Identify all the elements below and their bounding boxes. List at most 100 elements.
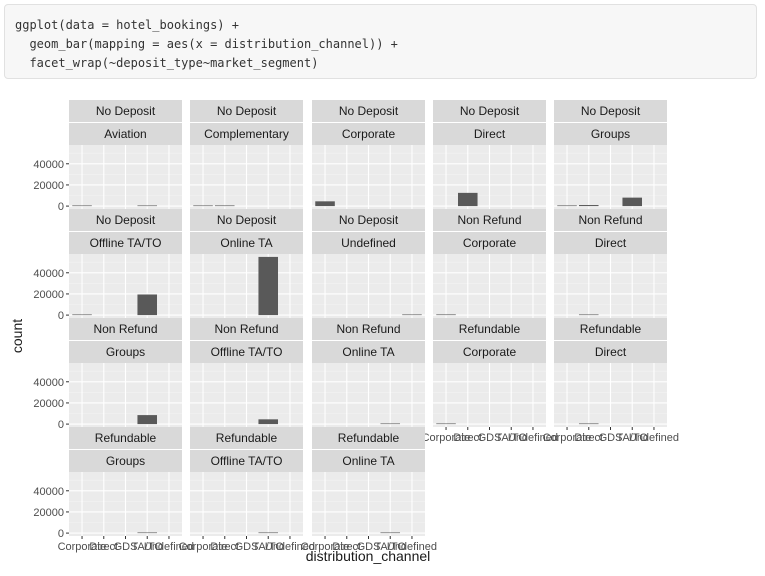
bar	[258, 256, 279, 316]
y-tick-label: 20000	[33, 180, 64, 192]
facet-label-segment: Online TA	[220, 236, 272, 250]
facet-label-deposit: No Deposit	[217, 104, 277, 118]
y-tick-label: 0	[58, 310, 64, 322]
facet-strip	[554, 123, 667, 145]
bar	[436, 423, 456, 425]
facet-label-segment: Groups	[106, 345, 145, 359]
bar	[72, 205, 92, 207]
x-tick-label: Direct	[453, 432, 482, 444]
facet-label-deposit: No Deposit	[339, 213, 399, 227]
x-tick-label: GDS	[114, 541, 138, 553]
facet-label-segment: Corporate	[463, 236, 517, 250]
facet-strip	[312, 123, 425, 145]
x-tick-label: Undefined	[144, 541, 194, 553]
facet-strip	[312, 450, 425, 472]
facet-strip	[433, 232, 546, 254]
y-tick-label: 20000	[33, 507, 64, 519]
facet-strip	[312, 318, 425, 340]
facet-label-deposit: Non Refund	[578, 213, 642, 227]
bar	[137, 294, 158, 316]
x-tick-label: Corporate	[301, 541, 350, 553]
facet-strip	[433, 209, 546, 231]
facet-label-segment: Direct	[474, 127, 506, 141]
facet-strip	[69, 318, 182, 340]
facet-strip	[69, 100, 182, 122]
y-tick-label: 0	[58, 201, 64, 213]
facet-strip	[433, 341, 546, 363]
y-tick-label: 0	[58, 528, 64, 540]
facet-label-segment: Offline TA/TO	[90, 236, 162, 250]
bar	[315, 201, 335, 207]
facet-label-segment: Offline TA/TO	[211, 454, 283, 468]
x-tick-label: Undefined	[387, 541, 437, 553]
facet-label-deposit: Refundable	[580, 322, 642, 336]
y-tick-label: 40000	[33, 486, 64, 498]
facet-label-deposit: Refundable	[95, 431, 157, 445]
x-tick-label: GDS	[599, 432, 623, 444]
facet-strip	[69, 209, 182, 231]
facet-label-segment: Online TA	[342, 345, 394, 359]
x-tick-label: Direct	[332, 541, 361, 553]
facet-label-segment: Groups	[106, 454, 145, 468]
facet-label-deposit: No Deposit	[217, 213, 277, 227]
facet-label-deposit: Non Refund	[214, 322, 278, 336]
facet-label-deposit: Non Refund	[93, 322, 157, 336]
facet-strip	[69, 232, 182, 254]
x-axis-title: distribution_channel	[306, 548, 431, 564]
bar	[622, 197, 643, 207]
facet-strip	[312, 341, 425, 363]
bar	[258, 532, 279, 534]
facet-strip	[190, 100, 303, 122]
x-tick-label: Direct	[89, 541, 118, 553]
y-tick-label: 0	[58, 419, 64, 431]
y-tick-label: 20000	[33, 289, 64, 301]
facet-strip	[69, 123, 182, 145]
x-tick-label: TA/TO	[375, 541, 407, 553]
x-tick-label: TA/TO	[132, 541, 164, 553]
facet-label-segment: Aviation	[104, 127, 146, 141]
facet-strip	[554, 232, 667, 254]
x-tick-label: Corporate	[179, 541, 228, 553]
x-tick-label: GDS	[357, 541, 381, 553]
y-axis-title: count	[9, 319, 25, 353]
facet-label-segment: Undefined	[341, 236, 396, 250]
facet-label-segment: Corporate	[342, 127, 396, 141]
y-tick-label: 40000	[33, 377, 64, 389]
bar	[457, 192, 478, 207]
bar	[137, 532, 158, 534]
bar	[137, 205, 158, 207]
x-tick-label: Corporate	[543, 432, 592, 444]
facet-label-segment: Online TA	[342, 454, 394, 468]
code-line: facet_wrap(~deposit_type~market_segment)	[15, 56, 319, 70]
facet-strip	[69, 427, 182, 449]
y-tick-label: 40000	[33, 159, 64, 171]
facet-strip	[190, 341, 303, 363]
facet-strip	[312, 100, 425, 122]
facet-label-segment: Direct	[595, 236, 627, 250]
bar	[380, 423, 401, 425]
y-tick-label: 20000	[33, 398, 64, 410]
facet-label-segment: Offline TA/TO	[211, 345, 283, 359]
x-tick-label: Undefined	[629, 432, 679, 444]
x-tick-label: TA/TO	[617, 432, 649, 444]
facet-strip	[190, 123, 303, 145]
facet-strip	[554, 341, 667, 363]
y-tick-label: 40000	[33, 268, 64, 280]
x-tick-label: Direct	[210, 541, 239, 553]
facet-strip	[190, 209, 303, 231]
facet-label-deposit: No Deposit	[96, 104, 156, 118]
x-tick-label: Direct	[574, 432, 603, 444]
facet-strip	[312, 427, 425, 449]
facet-strip	[312, 209, 425, 231]
bar	[380, 532, 401, 534]
facet-label-deposit: No Deposit	[460, 104, 520, 118]
facet-label-segment: Groups	[591, 127, 630, 141]
facet-label-deposit: No Deposit	[581, 104, 641, 118]
bar	[578, 314, 599, 316]
bar	[402, 314, 422, 316]
x-tick-label: GDS	[235, 541, 259, 553]
x-tick-label: Corporate	[58, 541, 107, 553]
facet-label-deposit: Non Refund	[336, 322, 400, 336]
facet-strip	[69, 450, 182, 472]
